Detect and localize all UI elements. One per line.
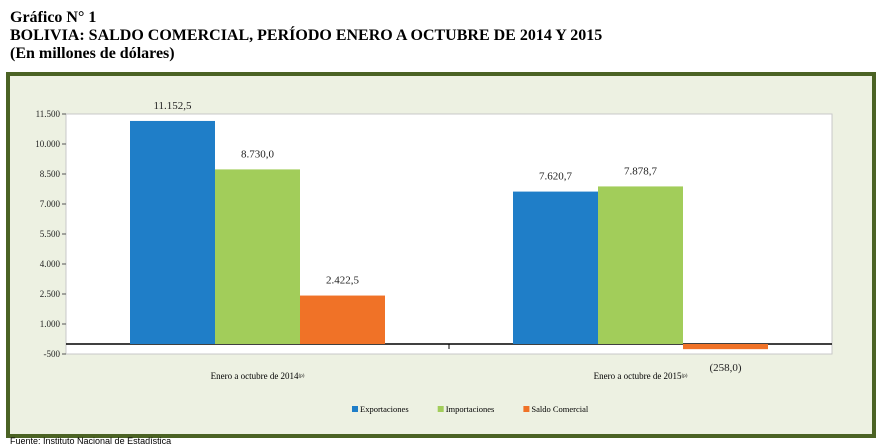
x-category-label: Enero a octubre de 2015(p) — [594, 371, 688, 381]
y-tick-label: 2.500 — [40, 289, 61, 299]
legend-swatch — [523, 406, 530, 412]
chart-subtitle: (En millones de dólares) — [10, 45, 175, 62]
chart-header: Gráfico N° 1 BOLIVIA: SALDO COMERCIAL, P… — [10, 9, 602, 63]
x-category-label: Enero a octubre de 2014(p) — [211, 371, 305, 381]
data-label: (258,0) — [709, 362, 741, 374]
data-label: 2.422,5 — [326, 275, 360, 287]
y-tick-label: 5.500 — [40, 229, 61, 239]
legend-label: Saldo Comercial — [531, 404, 589, 414]
y-tick-label: 11.500 — [36, 109, 61, 119]
y-tick-label: 8.500 — [40, 169, 61, 179]
bar-saldo-comercial — [300, 295, 385, 344]
data-label: 7.878,7 — [624, 165, 658, 177]
data-label: 11.152,5 — [153, 100, 192, 112]
legend-swatch — [352, 406, 358, 412]
bar-chart: -500 1.000 2.500 4.000 5.500 7.000 8.500 10.000… — [35, 100, 833, 414]
bar-importaciones — [598, 186, 683, 344]
chart-title: BOLIVIA: SALDO COMERCIAL, PERÍODO ENERO … — [10, 27, 603, 44]
y-tick-label: 10.000 — [35, 139, 60, 149]
chart-frame: -500 1.000 2.500 4.000 5.500 7.000 8.500 10.000… — [6, 72, 876, 438]
figure-number: Gráfico N° 1 — [10, 9, 97, 26]
data-label: 8.730,0 — [241, 148, 275, 160]
bar-importaciones — [215, 169, 300, 344]
source-note: Fuente: Instituto Nacional de Estadístic… — [10, 436, 172, 446]
data-label: 7.620,7 — [539, 171, 573, 183]
y-tick-label: 7.000 — [40, 199, 61, 209]
y-tick-label: 4.000 — [40, 259, 61, 269]
y-tick-label: -500 — [44, 349, 61, 359]
bar-exportaciones — [130, 120, 215, 344]
bar-saldo-comercial — [683, 344, 768, 350]
legend-label: Exportaciones — [360, 404, 409, 414]
legend-swatch — [437, 406, 444, 412]
legend-label: Importaciones — [446, 404, 495, 414]
bar-exportaciones — [513, 191, 598, 344]
y-tick-label: 1.000 — [40, 319, 61, 329]
